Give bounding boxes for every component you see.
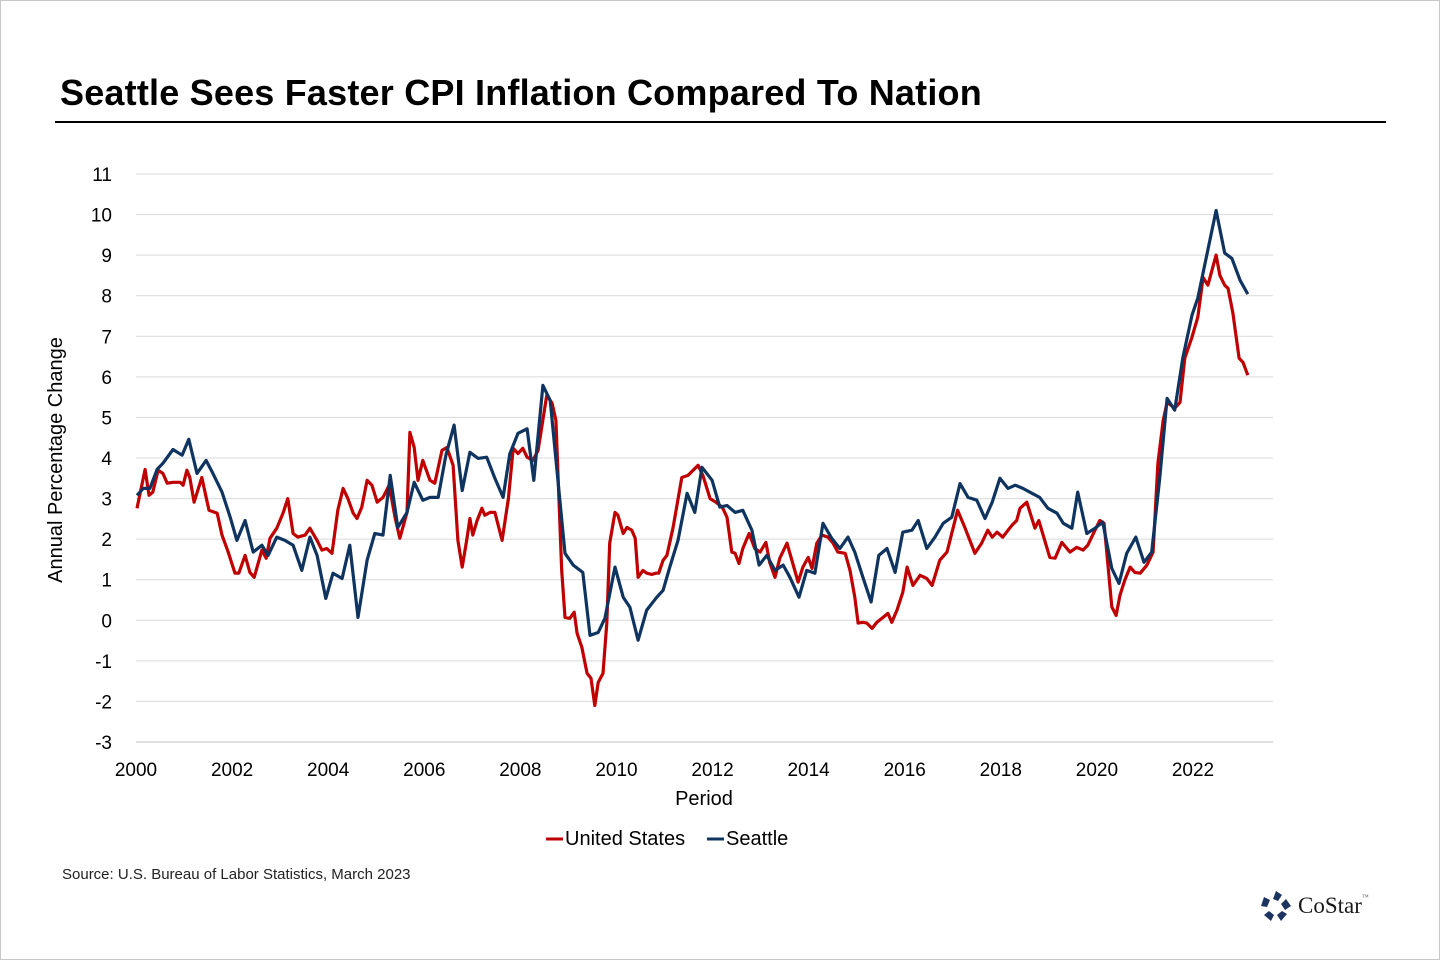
title-underline	[55, 121, 1386, 123]
x-tick-labels: 2000 2002 2004 2006 2008 2010 2012 2014 2016 2018…	[115, 760, 1214, 781]
x-tick-label: 2004	[307, 760, 350, 781]
y-tick-label: 4	[101, 449, 112, 470]
x-tick-label: 2008	[499, 760, 541, 781]
y-tick-label: 0	[101, 611, 112, 632]
x-tick-label: 2014	[787, 760, 830, 781]
x-tick-label: 2012	[691, 760, 733, 781]
y-tick-label: -2	[95, 692, 112, 713]
y-tick-label: 3	[101, 490, 112, 511]
legend-label-united-states: United States	[565, 828, 685, 850]
y-tick-label: 9	[101, 246, 112, 267]
x-tick-label: 2016	[884, 760, 926, 781]
gridlines	[136, 173, 1273, 743]
x-tick-label: 2002	[211, 760, 253, 781]
x-tick-label: 2010	[595, 760, 637, 781]
x-axis-label: Period	[675, 788, 733, 810]
costar-star-icon	[1261, 891, 1291, 921]
logo-text: CoStar™	[1298, 893, 1369, 919]
y-axis-label: Annual Percentage Change	[45, 337, 67, 583]
y-tick-label: 8	[101, 287, 112, 308]
y-tick-label: 11	[92, 165, 112, 186]
costar-logo: CoStar™	[1260, 890, 1369, 922]
series-lines	[135, 208, 1250, 708]
chart-title: Seattle Sees Faster CPI Inflation Compar…	[60, 72, 982, 113]
legend-label-seattle: Seattle	[726, 828, 788, 850]
x-tick-label: 2000	[115, 760, 157, 781]
y-tick-label: 5	[101, 408, 112, 429]
y-tick-label: 6	[101, 368, 112, 389]
y-tick-label: 10	[91, 206, 112, 227]
y-tick-label: -3	[95, 733, 112, 754]
series-line-united-states	[135, 253, 1250, 708]
y-tick-label: -1	[95, 652, 112, 673]
source-note: Source: U.S. Bureau of Labor Statistics,…	[62, 866, 411, 883]
logo-wordmark: CoStar	[1298, 893, 1362, 918]
y-tick-label: 7	[101, 327, 112, 348]
legend: United States Seattle	[546, 828, 788, 850]
x-tick-label: 2020	[1076, 760, 1118, 781]
x-tick-label: 2006	[403, 760, 445, 781]
y-tick-label: 2	[101, 530, 112, 551]
y-tick-label: 1	[101, 571, 112, 592]
logo-trademark: ™	[1361, 893, 1369, 901]
x-tick-label: 2022	[1172, 760, 1214, 781]
series-line-seattle	[135, 208, 1250, 642]
x-tick-label: 2018	[980, 760, 1022, 781]
